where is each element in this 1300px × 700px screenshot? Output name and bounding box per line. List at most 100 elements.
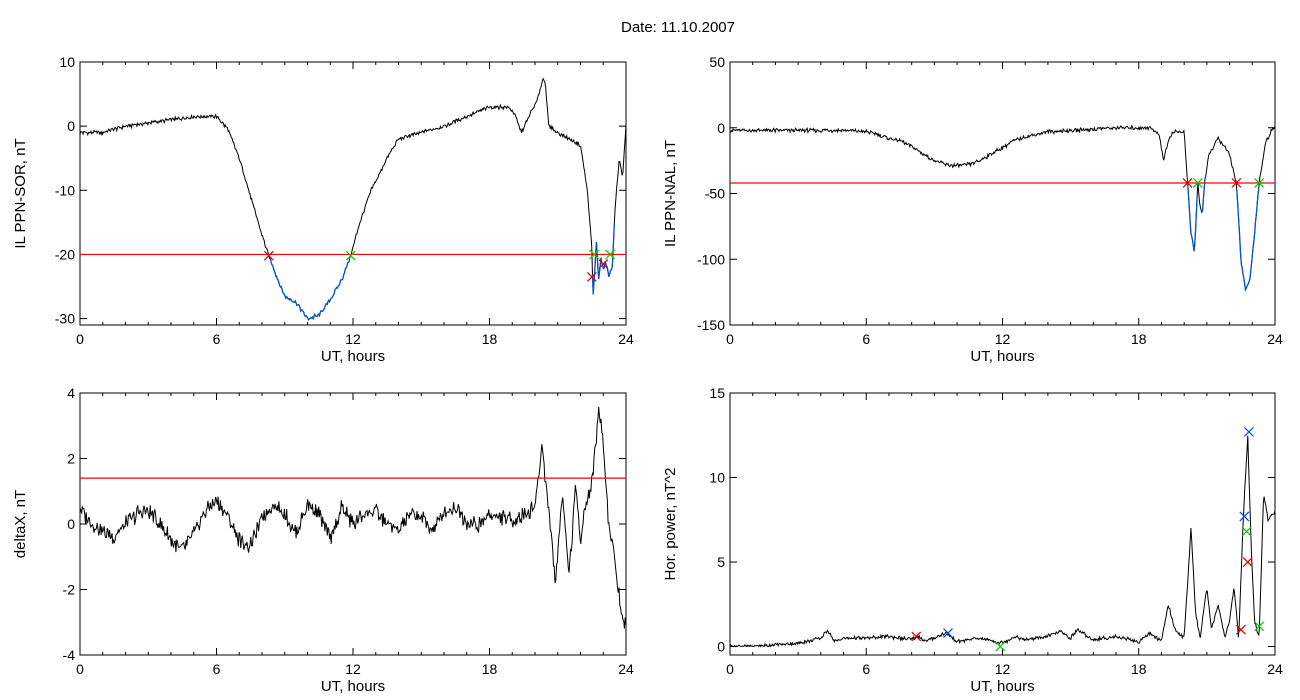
x-tick-label: 0 xyxy=(726,661,734,677)
marker-stroke xyxy=(1254,621,1265,632)
x-tick-label: 12 xyxy=(345,331,361,347)
y-axis-label: IL PPN-SOR, nT xyxy=(12,138,29,248)
marker-stroke xyxy=(995,641,1006,652)
y-tick-label: -100 xyxy=(697,251,725,267)
y-tick-label: -50 xyxy=(705,186,725,202)
panel-p2: 0 6 12 18 24 -150 -100 -50 0 50 UT, hours IL PPN-NA… xyxy=(662,54,1283,365)
event-marker-start xyxy=(598,259,609,269)
plot-area xyxy=(730,426,1275,652)
event-segment xyxy=(1236,188,1260,292)
x-tick-label: 24 xyxy=(1267,331,1283,347)
plot-area xyxy=(80,406,626,629)
x-tick-label: 6 xyxy=(213,661,221,677)
x-tick-label: 18 xyxy=(482,331,498,347)
event-marker-end xyxy=(589,249,600,260)
y-tick-label: -150 xyxy=(697,317,725,333)
event-marker-start xyxy=(1231,178,1242,188)
y-tick-label: 50 xyxy=(709,54,725,70)
x-tick-label: 12 xyxy=(995,331,1011,347)
x-tick-label: 18 xyxy=(482,661,498,677)
x-tick-label: 6 xyxy=(862,331,870,347)
x-tick-label: 6 xyxy=(213,331,221,347)
event-marker-start xyxy=(911,631,922,642)
marker-stroke xyxy=(345,250,356,261)
y-axis-label: IL PPN-NAL, nT xyxy=(662,140,679,247)
signal-trace xyxy=(80,406,626,629)
marker-stroke xyxy=(1182,178,1193,188)
x-tick-label: 24 xyxy=(1267,661,1283,677)
marker-stroke xyxy=(1254,178,1265,188)
y-tick-label: -30 xyxy=(55,311,75,327)
event-marker-end xyxy=(1254,621,1265,632)
y-axis-label: deltaX, nT xyxy=(12,490,29,558)
x-tick-label: 12 xyxy=(995,661,1011,677)
event-marker-peak xyxy=(943,628,953,638)
marker-stroke xyxy=(1239,511,1250,522)
marker-stroke xyxy=(1231,178,1242,188)
event-segment xyxy=(1201,176,1207,213)
event-marker-start xyxy=(1182,178,1193,188)
event-segment xyxy=(591,223,615,295)
marker-stroke xyxy=(589,249,600,260)
event-marker-start xyxy=(586,271,597,282)
x-axis-label: UT, hours xyxy=(321,348,385,365)
panel-p1: 0 6 12 18 24 -30 -20 -10 0 10 UT, hours IL PPN-SOR,… xyxy=(12,54,634,365)
x-axis-label: UT, hours xyxy=(970,678,1034,695)
y-tick-label: 0 xyxy=(717,120,725,136)
signal-trace xyxy=(730,435,1275,648)
y-tick-label: 0 xyxy=(717,639,725,655)
x-axis-label: UT, hours xyxy=(321,678,385,695)
y-tick-label: -10 xyxy=(55,182,75,198)
y-tick-label: 0 xyxy=(67,118,75,134)
y-axis-label: Hor. power, nT^2 xyxy=(662,468,679,581)
event-segment xyxy=(1187,185,1198,252)
event-segment xyxy=(269,255,351,321)
figure-title: Date: 11.10.2007 xyxy=(621,19,735,36)
y-tick-label: 10 xyxy=(709,470,725,486)
marker-stroke xyxy=(598,259,609,269)
x-tick-label: 18 xyxy=(1131,661,1147,677)
plot-area xyxy=(730,124,1275,292)
y-tick-label: 2 xyxy=(67,451,75,467)
event-marker-start xyxy=(1242,557,1253,567)
y-tick-label: 4 xyxy=(67,385,75,401)
event-marker-start xyxy=(1236,624,1246,635)
x-tick-label: 6 xyxy=(862,661,870,677)
plot-frame xyxy=(729,392,1276,656)
event-marker-peak xyxy=(1239,511,1250,522)
x-axis-label: UT, hours xyxy=(970,348,1034,365)
x-tick-label: 0 xyxy=(726,331,734,347)
panel-p4: 0 6 12 18 24 0 5 10 15 UT, hours Hor. power, nT^2 xyxy=(662,385,1283,695)
plot-area xyxy=(80,77,626,321)
x-tick-label: 24 xyxy=(618,661,634,677)
event-marker-end xyxy=(1241,526,1252,537)
y-tick-label: 15 xyxy=(709,385,725,401)
signal-trace xyxy=(730,124,1275,292)
marker-stroke xyxy=(911,631,922,642)
marker-stroke xyxy=(943,628,953,638)
event-marker-end xyxy=(605,249,615,260)
marker-stroke xyxy=(1243,426,1254,437)
event-marker-end xyxy=(1192,178,1203,188)
event-marker-start xyxy=(263,250,274,261)
plot-frame xyxy=(729,61,1276,326)
marker-stroke xyxy=(1241,526,1252,537)
marker-stroke xyxy=(586,271,597,282)
x-tick-label: 12 xyxy=(345,661,361,677)
marker-stroke xyxy=(263,250,274,261)
event-marker-peak xyxy=(1243,426,1254,437)
x-tick-label: 0 xyxy=(76,661,84,677)
event-marker-end xyxy=(995,641,1006,652)
marker-stroke xyxy=(1236,624,1246,635)
x-tick-label: 24 xyxy=(618,331,634,347)
signal-trace xyxy=(80,77,626,321)
y-tick-label: -4 xyxy=(63,647,76,663)
event-marker-end xyxy=(345,250,356,261)
y-tick-label: 5 xyxy=(717,554,725,570)
marker-stroke xyxy=(605,249,615,260)
plot-frame xyxy=(79,61,627,326)
marker-stroke xyxy=(1242,557,1253,567)
